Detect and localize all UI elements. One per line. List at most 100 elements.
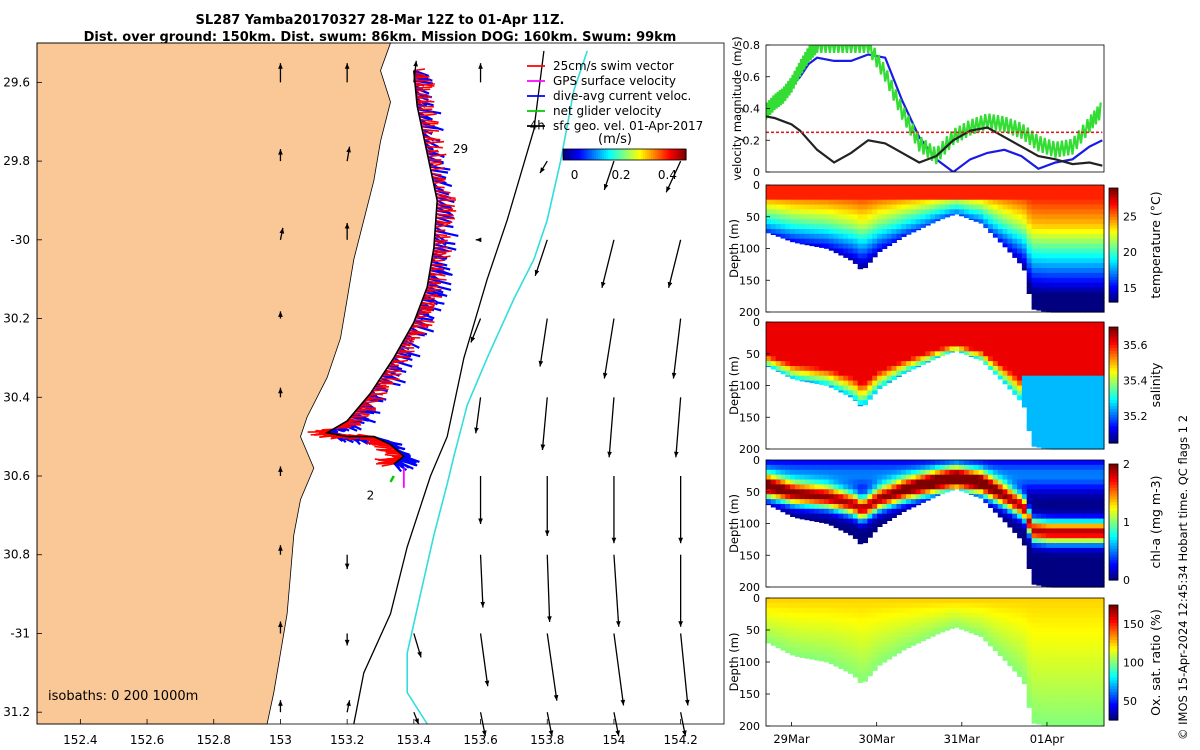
colorbar-cell <box>1109 408 1118 412</box>
colorbar-cell <box>663 149 667 160</box>
sfc-vector-shaft <box>675 397 682 458</box>
heatmap-oxy-colorbar-tick-0: 50 <box>1123 695 1137 708</box>
colorbar-cell <box>1109 279 1118 283</box>
sfc-vector-head <box>620 699 626 706</box>
heatmap-oxy-colorbar-tick-2: 150 <box>1123 618 1144 631</box>
colorbar-cell <box>581 149 585 160</box>
swim-vector <box>435 223 449 229</box>
velocity-ylabel: velocity magnitude (m/s) <box>730 36 744 181</box>
swim-vector <box>387 450 402 455</box>
colorbar-cell <box>1109 613 1118 618</box>
colorbar-cell <box>610 149 613 160</box>
swim-vector <box>419 305 435 309</box>
colorbar-cell <box>1109 516 1118 520</box>
sfc-vector-head <box>553 694 559 701</box>
colorbar-cell <box>1109 361 1118 366</box>
sfc-vector-shaft <box>541 397 548 451</box>
colorbar-cell <box>632 149 636 160</box>
colorbar-cell <box>620 149 624 160</box>
colorbar-cell <box>1109 636 1118 641</box>
colorbar-tick-2: 0.4 <box>658 168 677 182</box>
colorbar-cell <box>1109 616 1118 620</box>
current-vector <box>403 455 420 463</box>
colorbar-cell <box>651 149 654 160</box>
colorbar-label: (m/s) <box>598 132 632 147</box>
sfc-vector-head <box>666 186 671 193</box>
sfc-vector-head <box>678 537 683 544</box>
colorbar-cell <box>1109 478 1118 482</box>
swim-vector <box>417 309 433 314</box>
swim-vector <box>428 272 443 277</box>
map-xtick-label-0: 152.4 <box>63 733 97 747</box>
swim-vector <box>415 315 427 319</box>
sfc-vector-head <box>607 451 612 458</box>
colorbar-cell <box>1109 210 1118 215</box>
map-frame <box>36 42 725 725</box>
sfc-vector-head <box>413 60 418 67</box>
current-vector <box>396 460 414 470</box>
colorbar-cell <box>1109 630 1118 635</box>
colorbar-cell <box>1109 622 1118 626</box>
velocity-ytick-label-4: 0.8 <box>743 39 761 52</box>
swim-vector <box>419 113 437 117</box>
map-annotation-0: 29 <box>453 142 468 156</box>
sfc-vector-shaft <box>608 397 615 458</box>
heatmap-temp-colorbar-tick-1: 20 <box>1123 246 1137 259</box>
colorbar-cell <box>1109 207 1118 212</box>
swim-vector <box>427 282 442 286</box>
colorbar-cell <box>1109 273 1118 277</box>
colorbar-cell <box>1109 202 1118 206</box>
heatmap-oxy-ytick-label-3: 150 <box>739 688 760 701</box>
swim-vector <box>382 373 402 377</box>
swim-vector <box>429 162 442 168</box>
colorbar-cell <box>575 149 578 160</box>
sfc-vector-head <box>344 223 350 229</box>
colorbar-cell <box>1109 422 1118 427</box>
colorbar-cell <box>614 149 617 160</box>
colorbar-cell <box>1109 472 1118 477</box>
colorbar-cell <box>1109 245 1118 249</box>
colorbar-cell <box>1109 356 1118 360</box>
colorbar-cell <box>1109 691 1118 695</box>
map-xtick-label-3: 153 <box>269 733 292 747</box>
swim-vector <box>381 462 395 467</box>
colorbar-cell <box>1109 717 1118 721</box>
swim-vector <box>428 280 440 284</box>
swim-vector <box>420 122 439 125</box>
heatmap-sal-ytick-label-0: 0 <box>753 316 760 329</box>
colorbar-cell <box>1109 495 1118 500</box>
sfc-vector-head <box>667 281 673 288</box>
swim-vector <box>415 92 428 96</box>
sfc-vector-head <box>478 63 483 69</box>
colorbar-cell <box>1109 651 1118 655</box>
colorbar-cell <box>618 149 621 160</box>
colorbar-cell <box>669 149 673 160</box>
colorbar-cell <box>1109 639 1118 643</box>
swim-vector <box>345 419 364 423</box>
sfc-vector-shaft <box>475 397 482 434</box>
colorbar-cell <box>1109 437 1118 441</box>
swim-vector <box>416 96 432 100</box>
colorbar-cell <box>647 149 650 160</box>
swim-vector <box>431 259 446 263</box>
heatmap-oxy-ytick-label-4: 200 <box>739 720 760 733</box>
colorbar-cell <box>1109 697 1118 701</box>
current-vector <box>427 283 452 291</box>
colorbar-cell <box>567 149 570 160</box>
heatmap-panel-oxy: 0 50 100 150 200 Depth (m) 50 100 150 Ox. sat. ra… <box>727 592 1163 746</box>
colorbar-cell <box>1109 299 1118 303</box>
swim-vector <box>365 396 376 401</box>
colorbar-tick-0: 0 <box>571 168 579 182</box>
sfc-vector-head <box>611 537 617 544</box>
colorbar-cell <box>1109 242 1118 246</box>
swim-vector <box>377 382 393 385</box>
colorbar-cell <box>1109 382 1118 386</box>
colorbar-cell <box>1109 510 1118 514</box>
heatmap-chl-ytick-label-4: 200 <box>739 581 760 594</box>
swim-vector <box>378 379 393 384</box>
colorbar-cell <box>679 149 683 160</box>
sfc-vector-head <box>278 621 283 627</box>
time-xtick-label-0: 29Mar <box>773 732 810 746</box>
colorbar-cell <box>1109 332 1118 337</box>
